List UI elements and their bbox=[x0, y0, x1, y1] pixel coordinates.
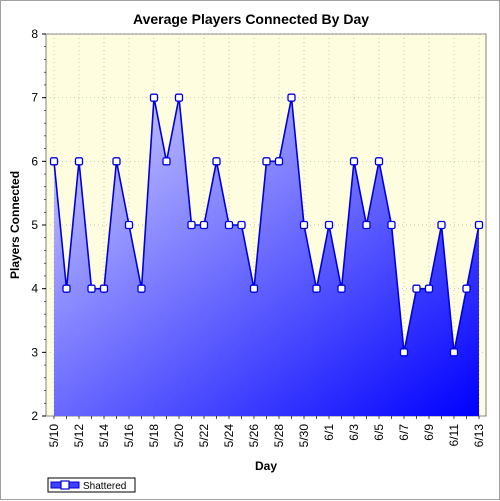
y-tick-label: 3 bbox=[31, 345, 38, 359]
x-tick-label: 5/20 bbox=[172, 424, 186, 448]
x-tick-label: 5/16 bbox=[122, 424, 136, 448]
x-tick-label: 5/30 bbox=[297, 424, 311, 448]
area-fill bbox=[54, 97, 479, 417]
y-tick-label: 8 bbox=[31, 27, 38, 41]
data-point bbox=[474, 220, 484, 230]
data-point bbox=[337, 284, 346, 293]
x-tick-label: 6/9 bbox=[422, 424, 436, 441]
data-point bbox=[424, 284, 434, 293]
x-tick-label: 6/5 bbox=[372, 424, 386, 441]
data-point bbox=[249, 284, 259, 293]
y-tick-label: 2 bbox=[31, 409, 38, 423]
data-point bbox=[199, 220, 209, 230]
x-tick-label: 6/13 bbox=[472, 424, 486, 448]
y-tick-label: 7 bbox=[31, 91, 38, 105]
data-point bbox=[187, 220, 196, 230]
legend-label: Shattered bbox=[83, 481, 126, 492]
data-point bbox=[324, 220, 334, 230]
y-axis-title: Players Connected bbox=[8, 171, 22, 279]
data-point bbox=[237, 220, 246, 230]
x-tick-label: 5/18 bbox=[147, 424, 161, 448]
x-tick-label: 6/3 bbox=[347, 424, 361, 441]
x-tick-label: 6/7 bbox=[397, 424, 411, 441]
data-point bbox=[62, 284, 71, 293]
data-point bbox=[274, 157, 284, 166]
data-point bbox=[312, 284, 321, 293]
series-points bbox=[49, 93, 484, 357]
data-point bbox=[387, 220, 396, 230]
legend: Shattered bbox=[47, 477, 136, 493]
data-point bbox=[224, 220, 234, 230]
data-point bbox=[49, 157, 59, 166]
data-point bbox=[124, 220, 134, 230]
x-tick-label: 5/28 bbox=[272, 424, 286, 448]
data-point bbox=[212, 157, 221, 166]
data-point bbox=[449, 348, 459, 357]
data-point bbox=[137, 284, 146, 293]
legend-marker-icon bbox=[60, 480, 70, 490]
series-area bbox=[54, 97, 479, 417]
x-tick-label: 5/10 bbox=[47, 424, 61, 448]
data-point bbox=[112, 157, 121, 166]
y-tick-label: 5 bbox=[31, 218, 38, 232]
x-axis-ticks: 5/10 5/12 5/14 5/16 5/18 5/20 5/22 5/24 5/26 5/28… bbox=[47, 416, 486, 447]
data-point bbox=[262, 157, 271, 166]
x-tick-label: 5/14 bbox=[97, 424, 111, 448]
x-tick-label: 5/12 bbox=[72, 424, 86, 448]
data-point bbox=[399, 348, 409, 357]
data-point bbox=[162, 157, 171, 166]
data-point bbox=[149, 93, 159, 102]
x-tick-label: 5/22 bbox=[197, 424, 211, 448]
y-axis-ticks: 2 3 4 5 6 7 8 bbox=[31, 27, 46, 423]
data-point bbox=[349, 157, 359, 166]
y-tick-label: 6 bbox=[31, 154, 38, 168]
data-point bbox=[299, 220, 309, 230]
y-tick-label: 4 bbox=[31, 282, 38, 296]
x-tick-label: 6/1 bbox=[322, 424, 336, 441]
data-point bbox=[462, 284, 471, 293]
x-tick-label: 6/11 bbox=[447, 424, 461, 447]
data-point bbox=[412, 284, 421, 293]
data-point bbox=[87, 284, 96, 293]
chart-title: Average Players Connected By Day bbox=[133, 11, 369, 27]
data-point bbox=[437, 220, 446, 230]
data-point bbox=[287, 93, 296, 102]
x-axis-title: Day bbox=[255, 459, 277, 473]
data-point bbox=[362, 220, 371, 230]
data-point bbox=[74, 157, 84, 166]
x-tick-label: 5/24 bbox=[222, 424, 236, 448]
data-point bbox=[99, 284, 109, 293]
data-point bbox=[374, 157, 384, 166]
x-tick-label: 5/26 bbox=[247, 424, 261, 448]
data-point bbox=[174, 93, 184, 102]
